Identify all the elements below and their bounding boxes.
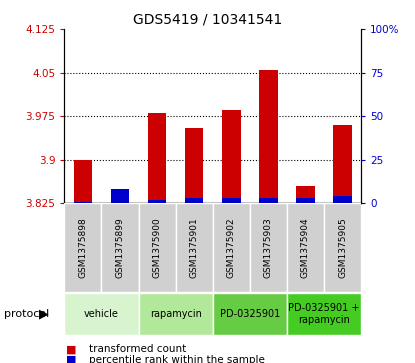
Text: ■: ■ xyxy=(66,344,77,354)
Bar xyxy=(213,293,287,335)
Text: PD-0325901 +
rapamycin: PD-0325901 + rapamycin xyxy=(288,303,360,325)
Text: GSM1375903: GSM1375903 xyxy=(264,217,273,278)
Bar xyxy=(287,203,324,292)
Bar xyxy=(296,198,315,203)
Bar xyxy=(287,293,361,335)
Bar xyxy=(296,186,315,203)
Bar xyxy=(222,110,241,203)
Bar xyxy=(333,196,352,203)
Bar xyxy=(176,203,213,292)
Text: ▶: ▶ xyxy=(39,307,49,321)
Text: GSM1375905: GSM1375905 xyxy=(338,217,347,278)
Text: GSM1375900: GSM1375900 xyxy=(153,217,161,278)
Bar xyxy=(111,189,129,203)
Text: GSM1375902: GSM1375902 xyxy=(227,217,236,278)
Bar xyxy=(222,198,241,203)
Bar xyxy=(148,200,166,203)
Text: GSM1375901: GSM1375901 xyxy=(190,217,199,278)
Bar xyxy=(73,201,92,203)
Text: GSM1375899: GSM1375899 xyxy=(115,217,124,278)
Bar xyxy=(64,293,139,335)
Bar xyxy=(139,203,176,292)
Bar xyxy=(324,203,361,292)
Text: vehicle: vehicle xyxy=(84,309,119,319)
Bar xyxy=(73,160,92,203)
Bar xyxy=(64,203,101,292)
Text: GSM1375904: GSM1375904 xyxy=(301,217,310,278)
Bar xyxy=(333,125,352,203)
Text: GDS5419 / 10341541: GDS5419 / 10341541 xyxy=(133,13,282,27)
Bar xyxy=(259,70,278,203)
Bar xyxy=(250,203,287,292)
Text: protocol: protocol xyxy=(4,309,49,319)
Bar xyxy=(259,198,278,203)
Bar xyxy=(185,128,203,203)
Text: PD-0325901: PD-0325901 xyxy=(220,309,280,319)
Bar xyxy=(101,203,139,292)
Text: transformed count: transformed count xyxy=(89,344,186,354)
Text: percentile rank within the sample: percentile rank within the sample xyxy=(89,355,265,363)
Text: ■: ■ xyxy=(66,355,77,363)
Bar xyxy=(148,113,166,203)
Text: GSM1375898: GSM1375898 xyxy=(78,217,88,278)
Text: rapamycin: rapamycin xyxy=(150,309,202,319)
Bar xyxy=(185,198,203,203)
Bar xyxy=(213,203,250,292)
Bar xyxy=(139,293,213,335)
